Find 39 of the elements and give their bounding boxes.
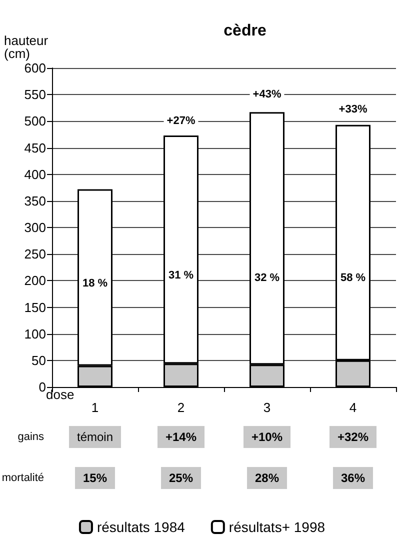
x-tick-label: 4	[349, 400, 357, 415]
y-tick-label: 50	[32, 352, 46, 368]
y-tick-label: 250	[24, 246, 46, 262]
x-axis-title: dose	[46, 387, 74, 402]
legend-label: résultats 1984	[96, 519, 186, 535]
annotation: 18 %	[82, 277, 108, 290]
annotation: +33%	[338, 103, 368, 116]
y-tick-label: 600	[24, 60, 46, 76]
annotation: 58 %	[340, 272, 366, 284]
text: +32%	[337, 430, 369, 444]
x-tick-label: 2	[177, 400, 185, 415]
legend-label: résultats+ 1998	[228, 519, 326, 535]
y-tick-label: 300	[24, 220, 46, 235]
annotation: 32 %	[254, 272, 280, 284]
text: +14%	[165, 430, 197, 444]
text: gains	[18, 431, 44, 443]
text: 15%	[82, 471, 108, 485]
text: mortalité	[2, 472, 44, 484]
y-axis-title: hauteur (cm)	[4, 33, 49, 61]
annotation: 31 %	[168, 269, 194, 282]
text: +10%	[251, 430, 283, 444]
text: 36%	[340, 471, 366, 485]
y-tick-label: 500	[24, 114, 46, 129]
y-tick-label: 200	[24, 273, 46, 288]
text: 25%	[168, 471, 194, 485]
x-tick-label: 1	[91, 400, 99, 415]
y-tick-label: 150	[24, 300, 46, 315]
text: 28%	[254, 471, 280, 485]
y-tick-label: 100	[24, 326, 46, 342]
y-tick-label: 450	[24, 140, 46, 156]
annotation: +27%	[166, 115, 196, 128]
y-tick-label: 400	[24, 166, 46, 182]
y-tick-label: 550	[24, 87, 46, 102]
text: témoin	[76, 430, 114, 444]
x-tick-label: 3	[263, 400, 271, 415]
y-tick-label: 0	[38, 380, 46, 394]
chart-title: cèdre	[224, 22, 266, 40]
y-tick-label: 350	[24, 193, 46, 208]
annotation: +43%	[252, 88, 282, 101]
